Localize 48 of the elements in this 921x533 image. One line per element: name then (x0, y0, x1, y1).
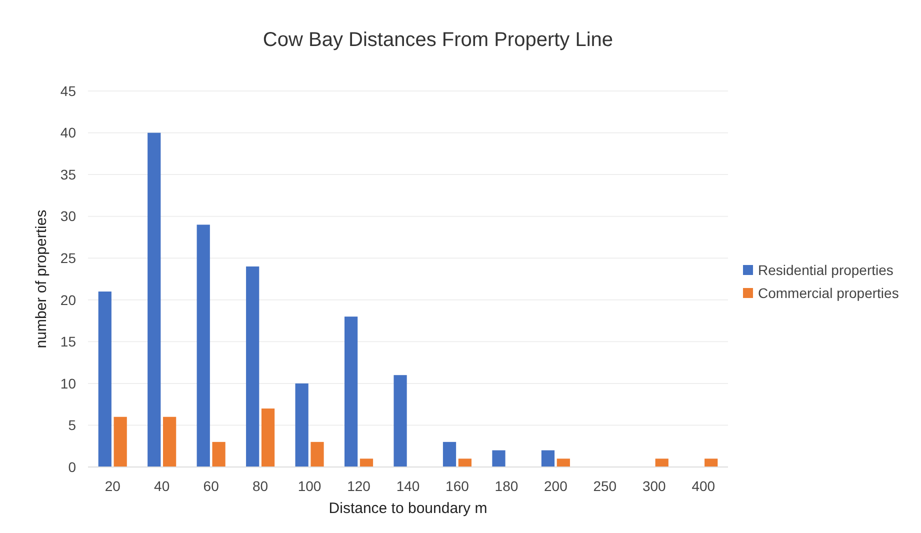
bar (148, 132, 161, 467)
x-tick-label: 160 (446, 478, 470, 494)
bar (114, 416, 127, 467)
bar (344, 316, 358, 467)
bar (295, 383, 308, 467)
x-axis-title: Distance to boundary m (328, 500, 488, 517)
x-tick-label: 300 (642, 478, 666, 494)
legend-label: Commercial properties (758, 284, 899, 301)
bar (163, 416, 176, 467)
x-tick-label: 100 (298, 478, 322, 494)
x-tick-label: 250 (593, 478, 617, 494)
y-tick-label: 10 (60, 375, 76, 392)
y-tick-label: 20 (60, 292, 76, 308)
y-tick-label: 40 (60, 124, 76, 141)
y-tick-label: 0 (68, 458, 76, 475)
y-tick-label: 45 (60, 82, 76, 99)
bar (492, 450, 506, 467)
x-tick-label: 120 (347, 478, 371, 494)
bar (360, 458, 374, 467)
x-tick-label: 60 (203, 478, 220, 494)
bar (442, 442, 456, 467)
bar (212, 442, 226, 467)
bar (196, 224, 210, 467)
legend-label: Residential properties (758, 262, 894, 278)
bar (556, 458, 570, 467)
bar (704, 458, 718, 467)
y-tick-label: 25 (60, 250, 76, 266)
y-axis-title: number of properties (33, 210, 50, 348)
bar (458, 458, 472, 467)
x-tick-label: 20 (104, 478, 121, 494)
bar (246, 266, 260, 467)
x-tick-label: 40 (154, 478, 170, 494)
x-tick-label: 80 (252, 478, 268, 494)
chart-title: Cow Bay Distances From Property Line (262, 29, 614, 51)
y-tick-label: 5 (68, 417, 76, 434)
bar (98, 292, 112, 467)
bar (310, 442, 324, 467)
x-tick-label: 140 (396, 478, 420, 494)
x-tick-label: 200 (544, 478, 568, 494)
x-tick-label: 180 (494, 478, 518, 494)
y-tick-label: 15 (60, 334, 76, 350)
bar (394, 375, 407, 467)
bar (541, 450, 555, 467)
y-tick-label: 30 (60, 208, 76, 224)
bar (655, 458, 668, 467)
x-tick-label: 400 (692, 478, 716, 494)
bar (261, 408, 275, 467)
y-tick-label: 35 (60, 166, 76, 182)
